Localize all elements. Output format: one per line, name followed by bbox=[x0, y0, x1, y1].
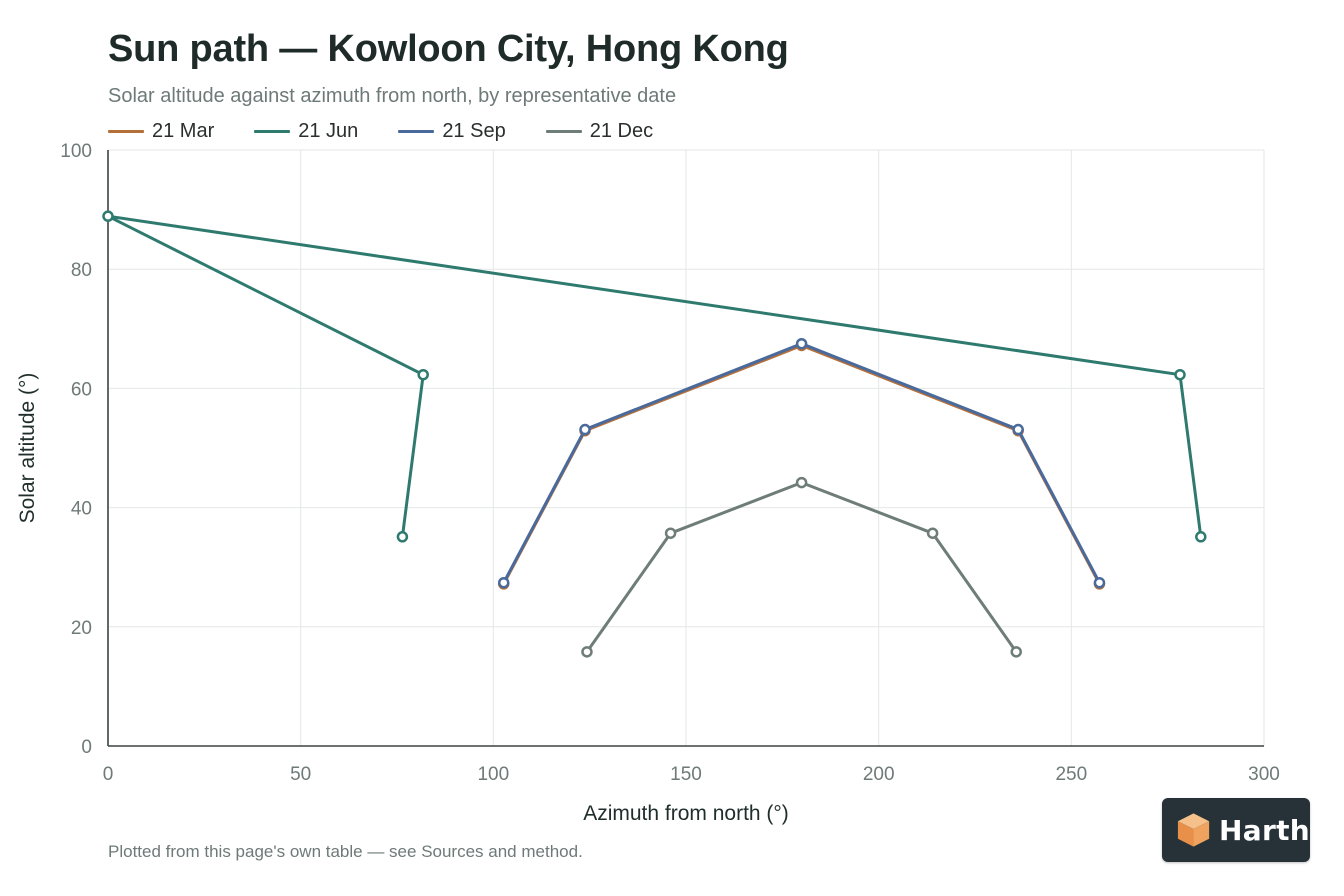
data-point bbox=[1012, 423, 1024, 436]
data-point bbox=[579, 423, 591, 436]
data-point bbox=[1195, 531, 1207, 543]
chart-legend: 21 Mar 21 Jun 21 Sep 21 Dec bbox=[108, 120, 693, 143]
chart-title: Sun path — Kowloon City, Hong Kong bbox=[108, 28, 789, 70]
series-21-sep bbox=[497, 337, 1106, 589]
y-tick-label: 80 bbox=[71, 260, 92, 281]
y-tick-label: 40 bbox=[71, 499, 92, 520]
legend-swatch bbox=[398, 130, 435, 133]
series-layer bbox=[102, 210, 1207, 658]
y-tick-label: 20 bbox=[71, 618, 92, 639]
series-line bbox=[502, 344, 1101, 586]
data-point bbox=[795, 337, 808, 350]
series-line bbox=[106, 214, 1203, 539]
logo-text: Harth bbox=[1219, 813, 1310, 847]
legend-label: 21 Mar bbox=[152, 120, 215, 142]
data-point bbox=[497, 576, 510, 589]
series-21-jun bbox=[102, 210, 1207, 543]
y-tick-label: 60 bbox=[71, 379, 92, 400]
data-point bbox=[795, 476, 808, 489]
y-axis-label: Solar altitude (°) bbox=[16, 373, 39, 524]
x-tick-label: 150 bbox=[670, 764, 702, 785]
data-point bbox=[417, 368, 429, 381]
legend-item-21-dec[interactable]: 21 Dec bbox=[545, 120, 654, 143]
x-tick-label: 100 bbox=[477, 764, 509, 785]
x-tick-label: 50 bbox=[290, 764, 311, 785]
data-point bbox=[396, 531, 409, 543]
data-point bbox=[1093, 576, 1106, 589]
legend-label: 21 Jun bbox=[298, 120, 359, 142]
axes: 0 50 100 150 200 250 300 0 20 40 60 80 100 bbox=[60, 141, 1280, 785]
legend-swatch bbox=[545, 130, 582, 133]
legend-swatch bbox=[254, 130, 291, 133]
legend-item-21-sep[interactable]: 21 Sep bbox=[398, 120, 506, 143]
cube-logo-icon bbox=[1177, 813, 1210, 847]
data-point bbox=[581, 646, 593, 658]
y-tick-label: 0 bbox=[81, 737, 92, 758]
series-21-mar bbox=[497, 339, 1106, 590]
data-point bbox=[1010, 646, 1022, 658]
legend-item-21-jun[interactable]: 21 Jun bbox=[254, 120, 358, 143]
x-tick-label: 200 bbox=[863, 764, 895, 785]
legend-label: 21 Sep bbox=[442, 120, 506, 142]
data-point bbox=[1174, 368, 1186, 381]
grid-lines bbox=[108, 149, 1265, 746]
y-tick-label: 100 bbox=[60, 141, 92, 162]
legend-item-21-mar[interactable]: 21 Mar bbox=[108, 120, 214, 143]
x-tick-label: 250 bbox=[1055, 764, 1087, 785]
data-point bbox=[664, 527, 677, 539]
harth-logo[interactable]: Harth bbox=[1162, 798, 1310, 862]
data-point bbox=[102, 210, 114, 222]
legend-label: 21 Dec bbox=[589, 120, 654, 142]
footnote: Plotted from this page's own table — see… bbox=[108, 842, 583, 861]
x-tick-label: 300 bbox=[1248, 764, 1280, 785]
x-tick-label: 0 bbox=[103, 764, 114, 785]
legend-swatch bbox=[108, 130, 144, 133]
x-axis-label: Azimuth from north (°) bbox=[583, 802, 789, 825]
data-point bbox=[926, 527, 939, 539]
chart-subtitle: Solar altitude against azimuth from nort… bbox=[108, 85, 677, 107]
series-21-dec bbox=[581, 476, 1022, 658]
series-line bbox=[502, 342, 1101, 585]
